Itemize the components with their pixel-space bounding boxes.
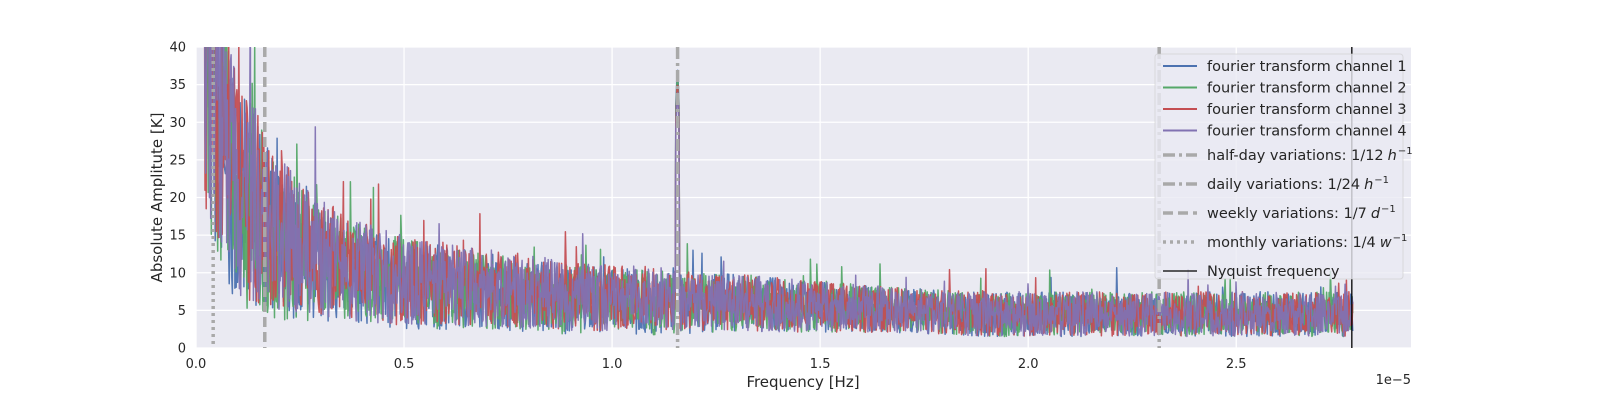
legend-reference-exponent: −1	[1381, 204, 1396, 215]
legend-label-reference-1: daily variations: 1/24 h−1	[1207, 175, 1389, 193]
tick-labels: 0.0 0.5 1.0 1.5 2.0 2.5 0 5 10 15 20 25 30 35 40	[169, 41, 1246, 373]
legend-reference-name: weekly variations: 1/7	[1207, 206, 1367, 222]
legend-label-reference-4: Nyquist frequency	[1207, 264, 1340, 280]
legend-label-channel-1: fourier transform channel 1	[1207, 59, 1407, 75]
legend-reference-unit: w	[1380, 235, 1392, 251]
x-tick-label: 1.5	[810, 357, 831, 372]
legend-reference-name: monthly variations: 1/4	[1207, 235, 1376, 251]
x-tick-label: 2.0	[1018, 357, 1039, 372]
legend-reference-unit: d	[1371, 206, 1381, 222]
legend-reference-name: daily variations: 1/24	[1207, 177, 1360, 193]
x-tick-label: 0.0	[186, 357, 207, 372]
legend-label-reference-2: weekly variations: 1/7 d−1	[1207, 204, 1396, 222]
y-axis-label: Absolute Amplitute [K]	[148, 113, 166, 283]
legend-label-reference-0: half-day variations: 1/12 h−1	[1207, 146, 1413, 164]
y-tick-label: 10	[169, 266, 186, 281]
legend-label-channel-2: fourier transform channel 2	[1207, 81, 1407, 97]
legend-reference-exponent: −1	[1374, 175, 1389, 186]
legend-reference-name: half-day variations: 1/12	[1207, 148, 1384, 164]
y-tick-label: 40	[169, 41, 186, 56]
x-tick-label: 2.5	[1226, 357, 1247, 372]
legend: fourier transform channel 1 fourier trans…	[1154, 53, 1413, 280]
legend-label-channel-3: fourier transform channel 3	[1207, 102, 1407, 118]
legend-reference-unit: h	[1388, 148, 1397, 164]
x-tick-label: 0.5	[394, 357, 415, 372]
legend-box	[1154, 53, 1404, 280]
y-tick-label: 0	[178, 342, 186, 357]
y-tick-label: 30	[169, 116, 186, 131]
y-tick-label: 5	[178, 304, 186, 319]
legend-reference-unit: h	[1364, 177, 1373, 193]
legend-label-reference-3: monthly variations: 1/4 w−1	[1207, 233, 1407, 251]
legend-reference-exponent: −1	[1398, 146, 1413, 157]
x-axis-label: Frequency [Hz]	[746, 373, 859, 391]
y-tick-label: 35	[169, 78, 186, 93]
y-tick-label: 20	[169, 191, 186, 206]
series-line-channel-3	[203, 47, 1354, 337]
legend-reference-name: Nyquist frequency	[1207, 264, 1340, 280]
x-offset-label: 1e−5	[1376, 373, 1411, 388]
legend-label-channel-4: fourier transform channel 4	[1207, 124, 1407, 140]
y-tick-label: 15	[169, 229, 186, 244]
series-line-channel-4	[204, 47, 1354, 338]
y-tick-label: 25	[169, 153, 186, 168]
legend-reference-exponent: −1	[1393, 233, 1408, 244]
series-layer	[203, 47, 1354, 338]
x-tick-label: 1.0	[602, 357, 623, 372]
